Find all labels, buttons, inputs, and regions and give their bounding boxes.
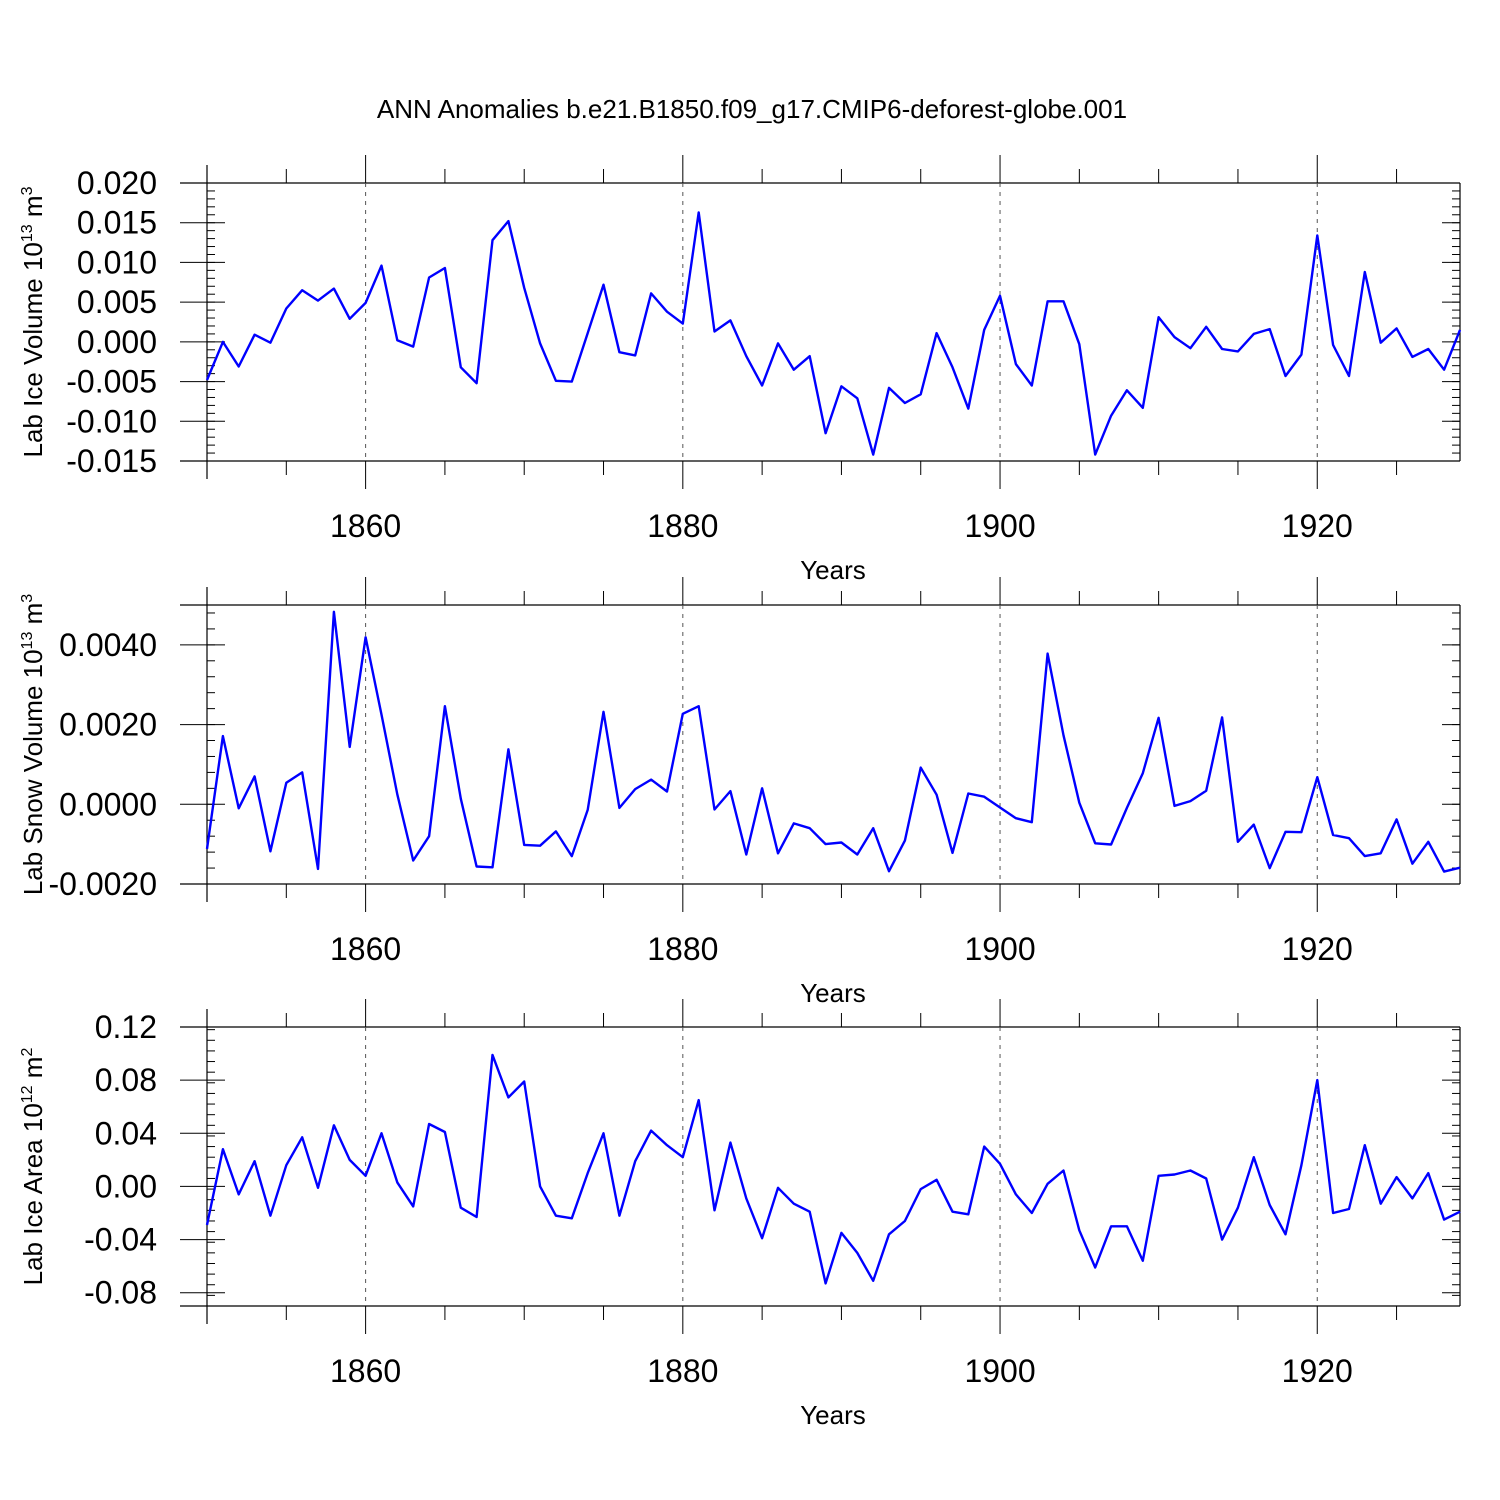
y-axis-title: Lab Ice Volume 1013 m3 bbox=[18, 186, 48, 457]
y-tick-label: 0.0020 bbox=[59, 707, 157, 743]
x-tick-label: 1920 bbox=[1282, 1353, 1353, 1389]
x-tick-label: 1860 bbox=[330, 1353, 401, 1389]
y-tick-label: 0.04 bbox=[95, 1115, 157, 1151]
y-tick-label: 0.010 bbox=[77, 244, 157, 280]
y-tick-label: -0.08 bbox=[84, 1275, 157, 1311]
y-axis-title: Lab Snow Volume 1013 m3 bbox=[18, 594, 48, 895]
x-tick-label: 1900 bbox=[964, 931, 1035, 967]
y-tick-label: 0.0000 bbox=[59, 786, 157, 822]
y-tick-label: 0.0040 bbox=[59, 627, 157, 663]
panel-2: 0.0040 0.0020 0.0000 -0.0020 1860 1880 1900 192… bbox=[18, 577, 1461, 1008]
y-tick-label: -0.005 bbox=[66, 364, 157, 400]
x-tick-label: 1860 bbox=[330, 931, 401, 967]
x-axis-title: Years bbox=[800, 555, 866, 585]
x-tick-label: 1920 bbox=[1282, 508, 1353, 544]
x-tick-label: 1860 bbox=[330, 508, 401, 544]
y-tick-label: 0.015 bbox=[77, 205, 157, 241]
series-line bbox=[205, 211, 1462, 456]
y-tick-label: -0.0020 bbox=[48, 866, 157, 902]
series-line bbox=[205, 1053, 1461, 1285]
y-tick-label: -0.010 bbox=[66, 403, 157, 439]
chart-title: ANN Anomalies b.e21.B1850.f09_g17.CMIP6-… bbox=[377, 94, 1127, 124]
y-tick-label: 0.005 bbox=[77, 284, 157, 320]
x-axis-title: Years bbox=[800, 978, 866, 1008]
x-tick-label: 1920 bbox=[1282, 931, 1353, 967]
y-tick-label: 0.12 bbox=[95, 1009, 157, 1045]
y-tick-label: -0.015 bbox=[66, 443, 157, 479]
x-tick-label: 1900 bbox=[964, 508, 1035, 544]
y-tick-label: 0.020 bbox=[77, 165, 157, 201]
y-tick-label: -0.04 bbox=[84, 1222, 157, 1258]
x-tick-label: 1880 bbox=[647, 1353, 718, 1389]
x-tick-label: 1900 bbox=[964, 1353, 1035, 1389]
y-tick-label: 0.08 bbox=[95, 1062, 157, 1098]
y-axis-title: Lab Ice Area 1012 m2 bbox=[18, 1048, 48, 1286]
x-axis-title: Years bbox=[800, 1400, 866, 1430]
y-tick-label: 0.000 bbox=[77, 324, 157, 360]
x-tick-label: 1880 bbox=[647, 931, 718, 967]
panel-3: 0.12 0.08 0.04 0.00 -0.04 -0.08 1860 1880 1900 19… bbox=[18, 999, 1461, 1430]
x-tick-label: 1880 bbox=[647, 508, 718, 544]
series-line bbox=[205, 610, 1461, 873]
y-tick-label: 0.00 bbox=[95, 1168, 157, 1204]
